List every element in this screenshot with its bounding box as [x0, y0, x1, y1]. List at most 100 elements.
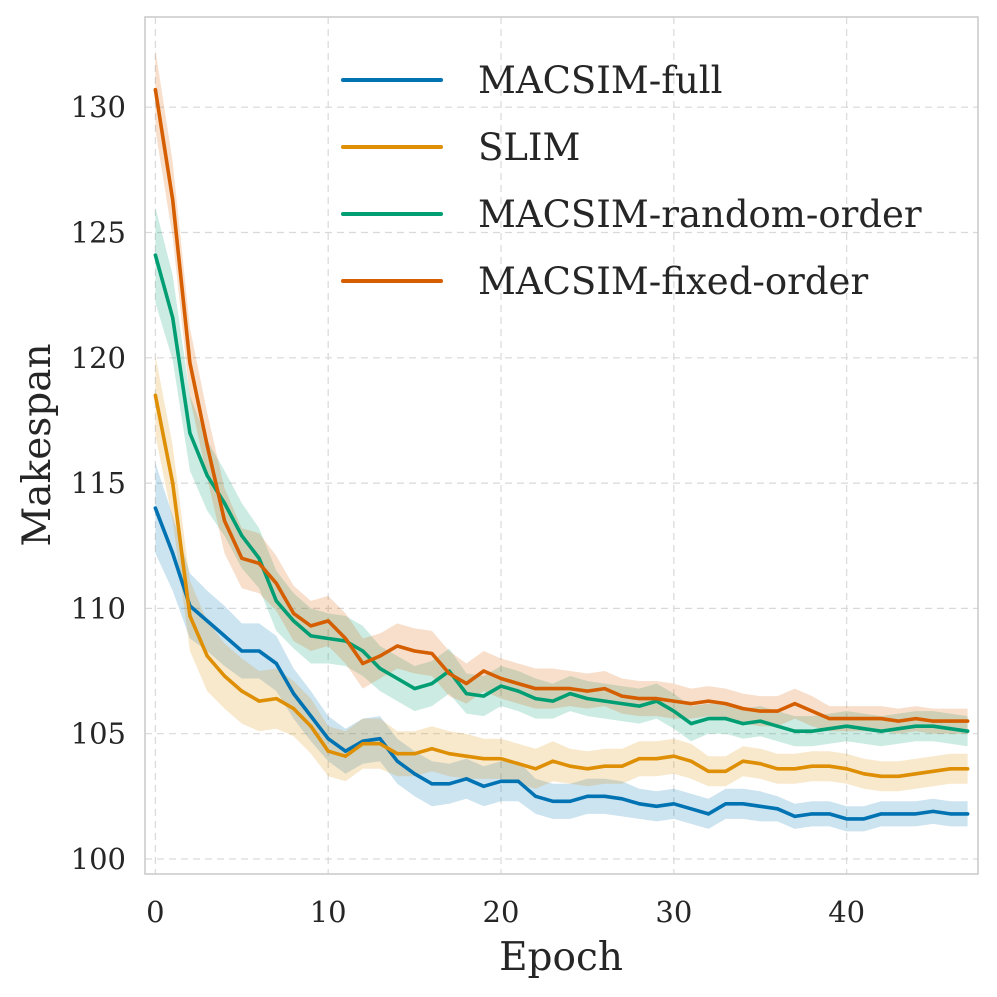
data-point: [447, 752, 451, 756]
data-point: [153, 88, 157, 92]
data-point: [585, 696, 590, 701]
data-point: [533, 794, 538, 798]
data-point: [810, 764, 814, 768]
data-point: [896, 727, 901, 731]
data-point: [188, 614, 192, 618]
data-point: [343, 636, 348, 641]
x-tick-label: 20: [483, 895, 520, 929]
data-point: [499, 676, 503, 681]
data-point: [240, 689, 244, 693]
data-point: [966, 719, 970, 723]
data-point: [343, 754, 348, 758]
y-tick-label: 110: [71, 591, 126, 625]
data-point: [931, 719, 935, 723]
data-point: [464, 681, 469, 686]
data-point: [758, 762, 762, 766]
data-point: [395, 759, 399, 763]
data-point: [879, 774, 883, 778]
data-point: [361, 742, 365, 746]
data-point: [326, 749, 330, 753]
legend-label: MACSIM-full: [478, 59, 722, 102]
data-point: [810, 812, 814, 816]
y-axis-label: Makespan: [15, 343, 60, 546]
data-point: [551, 699, 555, 703]
data-point: [551, 686, 555, 691]
data-point: [205, 473, 209, 478]
data-point: [257, 556, 261, 560]
data-point: [585, 689, 590, 693]
data-point: [309, 624, 313, 628]
data-point: [568, 686, 572, 691]
y-tick-label: 100: [71, 842, 126, 876]
data-point: [240, 534, 244, 538]
data-point: [205, 443, 209, 448]
legend-label: MACSIM-fixed-order: [478, 260, 868, 303]
data-point: [724, 769, 728, 773]
series-line: [153, 393, 970, 779]
data-point: [568, 691, 572, 696]
data-point: [741, 802, 745, 806]
series-line: [153, 87, 970, 723]
data-point: [395, 752, 399, 756]
data-point: [654, 804, 659, 808]
data-point: [222, 501, 227, 505]
data-point: [620, 702, 624, 706]
data-point: [862, 817, 866, 821]
data-point: [171, 481, 175, 485]
y-tick-label: 120: [71, 341, 126, 375]
data-point: [689, 702, 693, 706]
data-point: [153, 506, 157, 510]
data-point: [257, 649, 261, 653]
data-point: [827, 812, 831, 816]
data-point: [153, 253, 157, 257]
data-point: [326, 619, 330, 623]
data-point: [672, 802, 676, 806]
data-point: [914, 812, 918, 816]
data-point: [741, 707, 745, 711]
data-point: [654, 757, 659, 761]
legend-label: SLIM: [478, 126, 580, 169]
data-point: [326, 636, 330, 641]
data-point: [948, 812, 952, 816]
data-point: [378, 654, 382, 658]
data-point: [845, 724, 849, 728]
data-point: [378, 742, 382, 746]
data-point: [879, 812, 883, 816]
data-point: [896, 774, 901, 778]
data-point: [516, 779, 520, 783]
data-point: [827, 764, 831, 768]
data-point: [966, 812, 970, 816]
data-point: [292, 707, 296, 711]
data-point: [533, 696, 538, 701]
data-point: [205, 654, 209, 658]
data-point: [240, 556, 244, 560]
data-point: [914, 772, 918, 776]
data-point: [274, 599, 278, 603]
data-point: [948, 727, 952, 731]
data-point: [603, 794, 607, 798]
data-point: [292, 691, 296, 696]
data-point: [430, 747, 434, 751]
data-point: [896, 812, 901, 816]
x-axis-ticks: 0 10 20 30 40: [146, 895, 865, 929]
data-point: [551, 759, 555, 763]
data-point: [499, 684, 503, 688]
data-point: [879, 729, 883, 733]
data-point: [931, 809, 935, 813]
data-point: [724, 802, 728, 806]
data-point: [482, 694, 486, 698]
data-point: [689, 807, 693, 811]
data-point: [516, 681, 520, 686]
data-point: [689, 722, 693, 726]
data-point: [758, 719, 762, 723]
x-tick-label: 30: [655, 895, 692, 929]
data-point: [464, 754, 469, 758]
data-point: [672, 699, 676, 703]
data-point: [482, 669, 486, 673]
data-point: [758, 804, 762, 808]
data-point: [672, 754, 676, 758]
data-point: [724, 717, 728, 721]
series-lines: [153, 87, 970, 821]
data-point: [775, 807, 780, 811]
